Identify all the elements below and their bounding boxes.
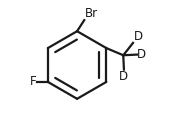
- Text: D: D: [133, 30, 143, 43]
- Text: F: F: [30, 75, 36, 88]
- Text: D: D: [119, 70, 128, 83]
- Text: Br: Br: [85, 7, 98, 20]
- Text: D: D: [137, 48, 146, 61]
